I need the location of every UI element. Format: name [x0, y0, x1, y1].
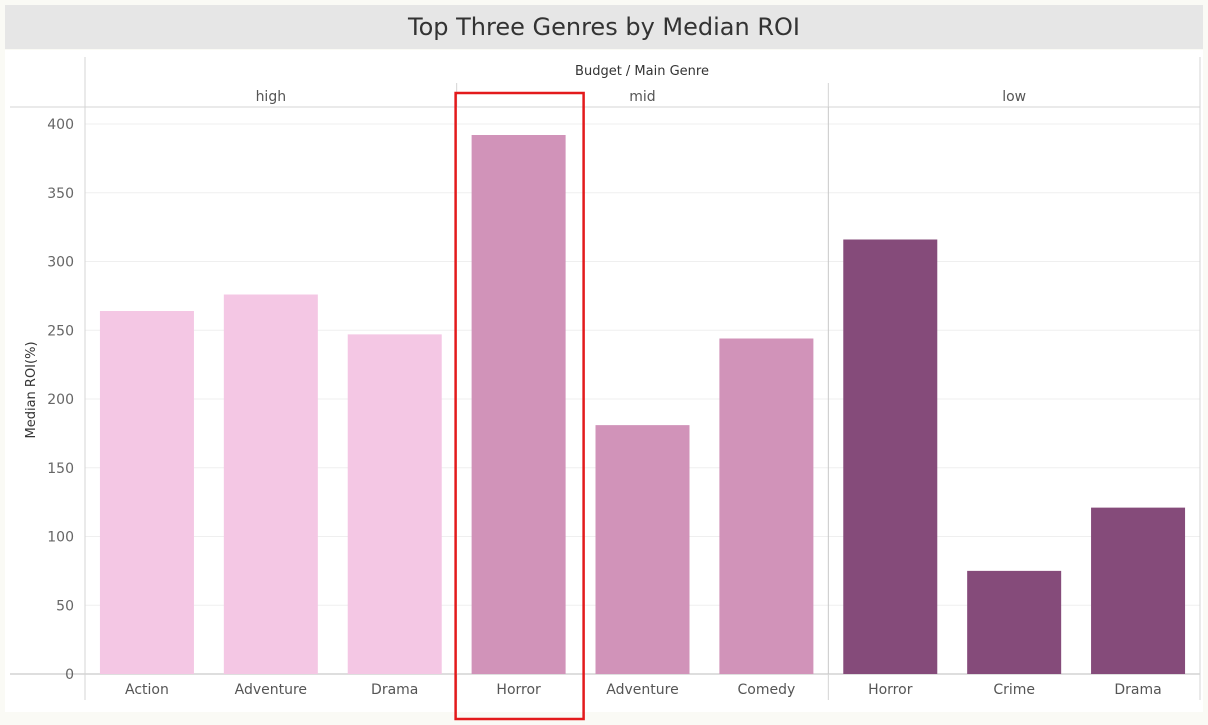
- y-tick-label: 400: [47, 117, 74, 133]
- x-tick-label: Drama: [371, 682, 418, 698]
- bar-high-action[interactable]: [99, 311, 194, 674]
- x-tick-label: Drama: [1114, 682, 1161, 698]
- x-tick-label: Horror: [868, 682, 913, 698]
- y-tick-label: 150: [47, 461, 74, 477]
- labels: Budget / Main Genre Median ROI(%) 0 50 100…: [24, 64, 1162, 698]
- title-bar: Top Three Genres by Median ROI: [5, 5, 1203, 49]
- x-tick-label: Adventure: [606, 682, 678, 698]
- y-tick-label: 100: [47, 530, 74, 546]
- bar-mid-horror[interactable]: [471, 135, 566, 674]
- highlight-box: [454, 91, 585, 721]
- y-tick-label: 50: [56, 598, 74, 614]
- bars: [99, 135, 1186, 675]
- panel-label-high: high: [256, 89, 287, 105]
- column-header: Budget / Main Genre: [575, 64, 709, 79]
- bar-mid-adventure[interactable]: [595, 425, 690, 674]
- bar-low-horror[interactable]: [843, 239, 938, 675]
- bar-high-adventure[interactable]: [223, 294, 318, 675]
- x-tick-label: Adventure: [235, 682, 307, 698]
- y-tick-label: 0: [65, 667, 74, 683]
- bar-low-crime[interactable]: [967, 570, 1062, 674]
- x-tick-label: Crime: [993, 682, 1035, 698]
- y-tick-label: 350: [47, 186, 74, 202]
- y-tick-label: 300: [47, 255, 74, 271]
- bar-mid-comedy[interactable]: [719, 338, 814, 675]
- y-tick-label: 200: [47, 392, 74, 408]
- x-tick-label: Action: [125, 682, 169, 698]
- panel-label-low: low: [1002, 89, 1026, 105]
- x-tick-label: Horror: [496, 682, 541, 698]
- y-axis-title: Median ROI(%): [24, 341, 39, 438]
- bar-high-drama[interactable]: [347, 334, 442, 674]
- y-tick-label: 250: [47, 323, 74, 339]
- chart-title: Top Three Genres by Median ROI: [408, 13, 800, 41]
- highlight-rectangle: [454, 91, 585, 721]
- panel-label-mid: mid: [629, 89, 655, 105]
- bar-low-drama[interactable]: [1091, 507, 1186, 674]
- x-tick-label: Comedy: [738, 682, 796, 698]
